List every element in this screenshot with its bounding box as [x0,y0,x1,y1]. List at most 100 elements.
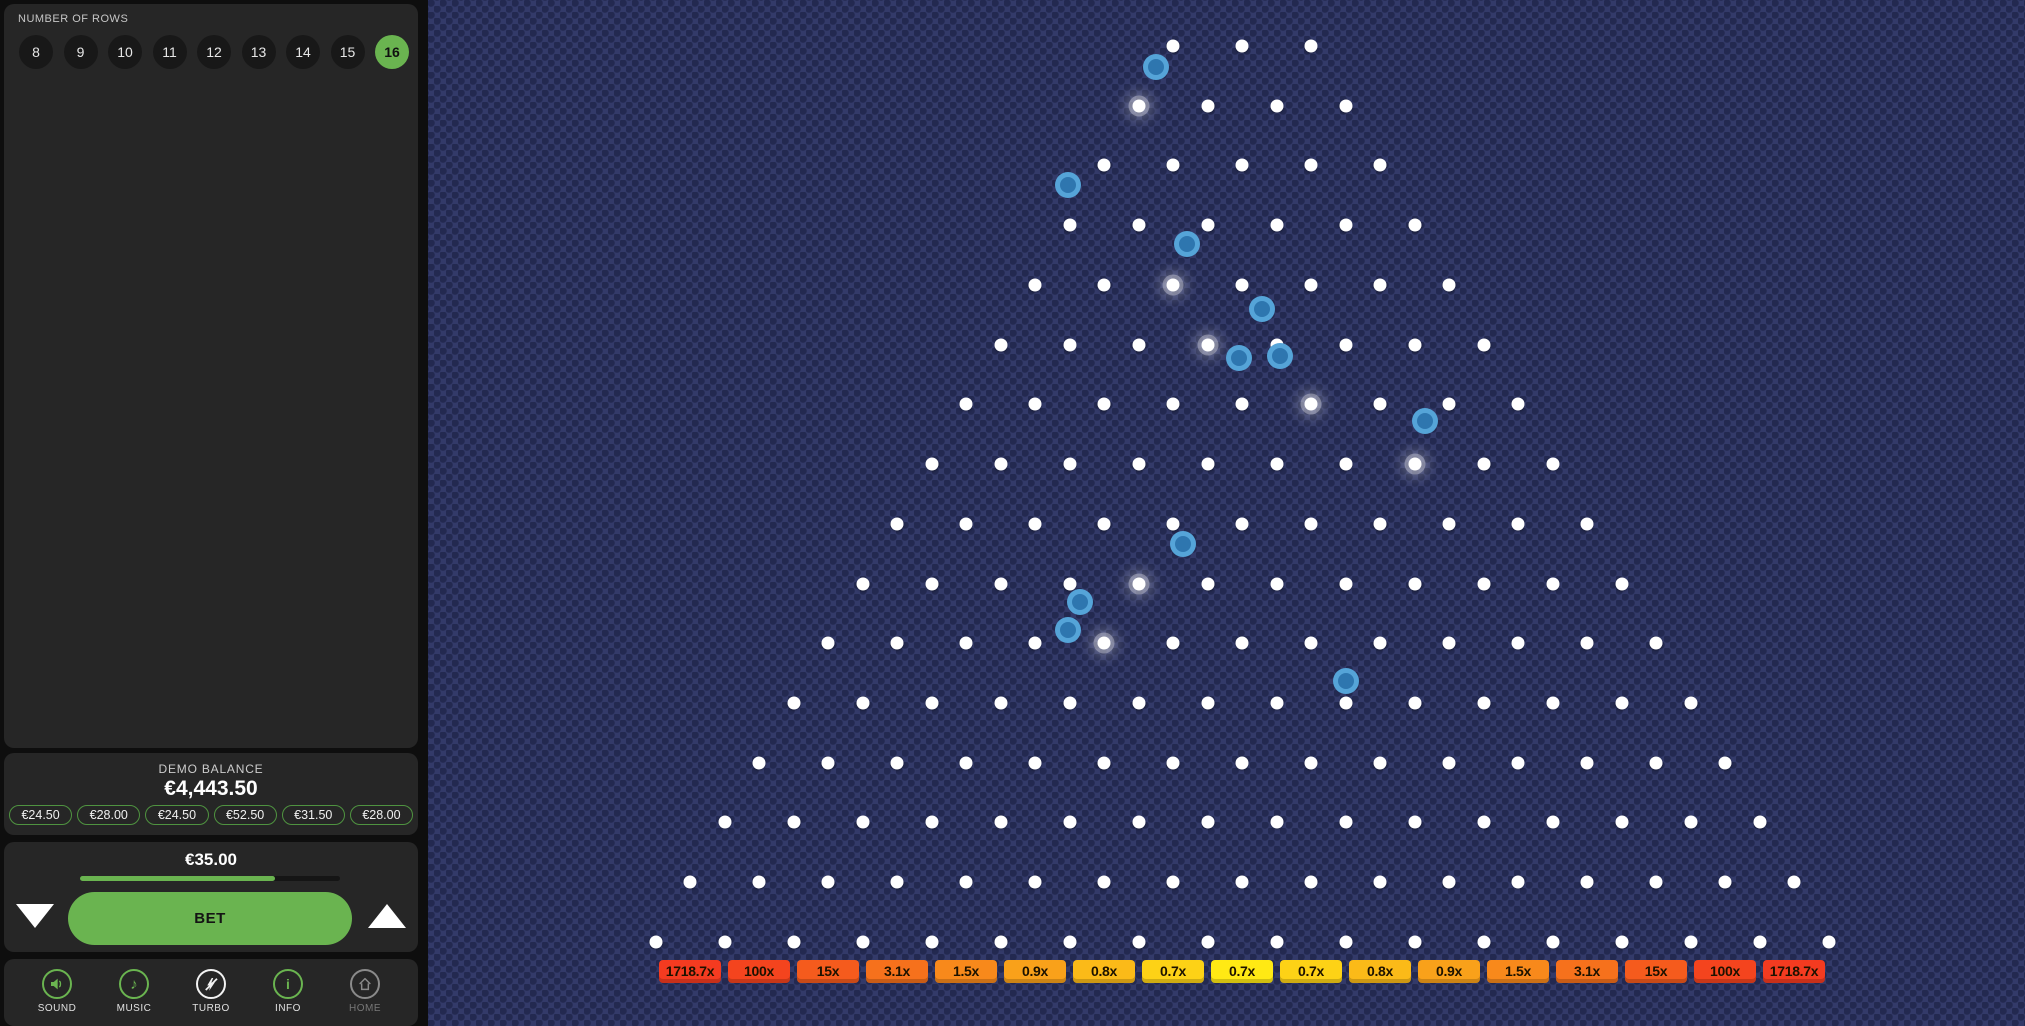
peg [1684,935,1697,949]
sound-button[interactable]: SOUND [32,969,82,1026]
recent-win-chip: €24.50 [145,805,209,825]
bet-button[interactable]: BET [68,892,352,945]
peg [1649,636,1663,650]
peg [1270,935,1283,949]
balance-amount: €4,443.50 [164,777,258,800]
peg [1097,517,1111,531]
peg [994,338,1007,352]
peg [1132,457,1145,471]
peg [821,756,835,770]
peg [994,935,1007,949]
peg [1304,39,1318,53]
rows-option-10[interactable]: 10 [108,35,142,69]
rows-buttons: 8 9 10 11 12 13 14 15 16 [19,35,409,69]
turbo-label: TURBO [192,1003,230,1014]
peg [1166,636,1180,650]
ball-core [1175,536,1191,552]
info-icon: i [273,969,303,999]
multiplier-tile: 1.5x [1487,960,1549,983]
peg [1201,815,1214,829]
multiplier-tile: 1.5x [935,960,997,983]
rows-option-11[interactable]: 11 [152,35,187,69]
peg [1442,756,1456,770]
multiplier-tile: 0.8x [1349,960,1411,983]
ball-core [1060,177,1076,193]
ball [1055,172,1081,198]
ball-core [1179,236,1195,252]
multiplier-tile: 0.8x [1073,960,1135,983]
ball-core [1338,673,1354,689]
peg [1063,696,1076,710]
rows-option-8[interactable]: 8 [19,35,53,69]
peg [1201,577,1214,591]
peg [1166,875,1180,889]
multiplier-tile: 15x [797,960,859,983]
info-button[interactable]: i INFO [263,969,313,1026]
peg [1546,577,1559,591]
peg [1477,457,1490,471]
balance-panel: DEMO BALANCE €4,443.50 €24.50 €28.00 €24.5… [4,753,418,835]
bet-slider-fill [80,876,275,881]
peg [1477,338,1490,352]
peg [1166,158,1180,172]
ball [1143,54,1169,80]
peg [1580,875,1594,889]
bet-increase-button[interactable] [368,904,406,928]
ball-core [1148,59,1164,75]
peg [1201,457,1214,471]
rows-option-12[interactable]: 12 [197,35,231,69]
peg [925,457,938,471]
recent-win-chip: €24.50 [9,805,73,825]
multiplier-tile: 0.7x [1280,960,1342,983]
peg [890,517,904,531]
peg [1270,99,1283,113]
peg [1097,158,1111,172]
multiplier-tile: 100x [728,960,790,983]
peg [959,875,973,889]
rows-option-13[interactable]: 13 [241,35,276,69]
peg [1166,756,1180,770]
rows-option-14[interactable]: 14 [286,35,320,69]
peg [787,815,800,829]
peg [821,636,835,650]
peg [1235,39,1249,53]
peg [1753,815,1766,829]
peg-hit [1408,457,1421,471]
ball-core [1254,301,1270,317]
peg [1684,815,1697,829]
peg [821,875,835,889]
peg [1132,935,1145,949]
peg [925,935,938,949]
rows-option-16[interactable]: 16 [375,35,409,69]
peg [959,517,973,531]
multiplier-tile: 0.9x [1004,960,1066,983]
peg [1132,338,1145,352]
bet-panel: €35.00 BET [4,842,418,952]
home-button[interactable]: HOME [340,969,390,1026]
turbo-button[interactable]: TURBO [186,969,236,1026]
music-button[interactable]: ♪ MUSIC [109,969,159,1026]
peg-hit [1166,278,1180,292]
peg [683,875,697,889]
bet-decrease-button[interactable] [16,904,54,928]
rows-option-9[interactable]: 9 [63,35,98,69]
peg [1546,696,1559,710]
rows-option-15[interactable]: 15 [330,35,365,69]
peg [1649,875,1663,889]
bet-amount: €35.00 [185,850,237,869]
recent-wins-list: €24.50 €28.00 €24.50 €52.50 €31.50 €28.00 [9,805,414,825]
peg [752,875,766,889]
peg [1304,756,1318,770]
music-label: MUSIC [116,1003,152,1014]
peg [1063,338,1076,352]
peg [1201,218,1214,232]
peg [1339,338,1352,352]
peg [1373,397,1387,411]
peg [1097,756,1111,770]
multiplier-tile: 15x [1625,960,1687,983]
ball-core [1272,348,1288,364]
peg [1477,815,1490,829]
peg [1477,577,1490,591]
home-label: HOME [349,1003,381,1014]
bet-slider[interactable] [80,876,340,881]
